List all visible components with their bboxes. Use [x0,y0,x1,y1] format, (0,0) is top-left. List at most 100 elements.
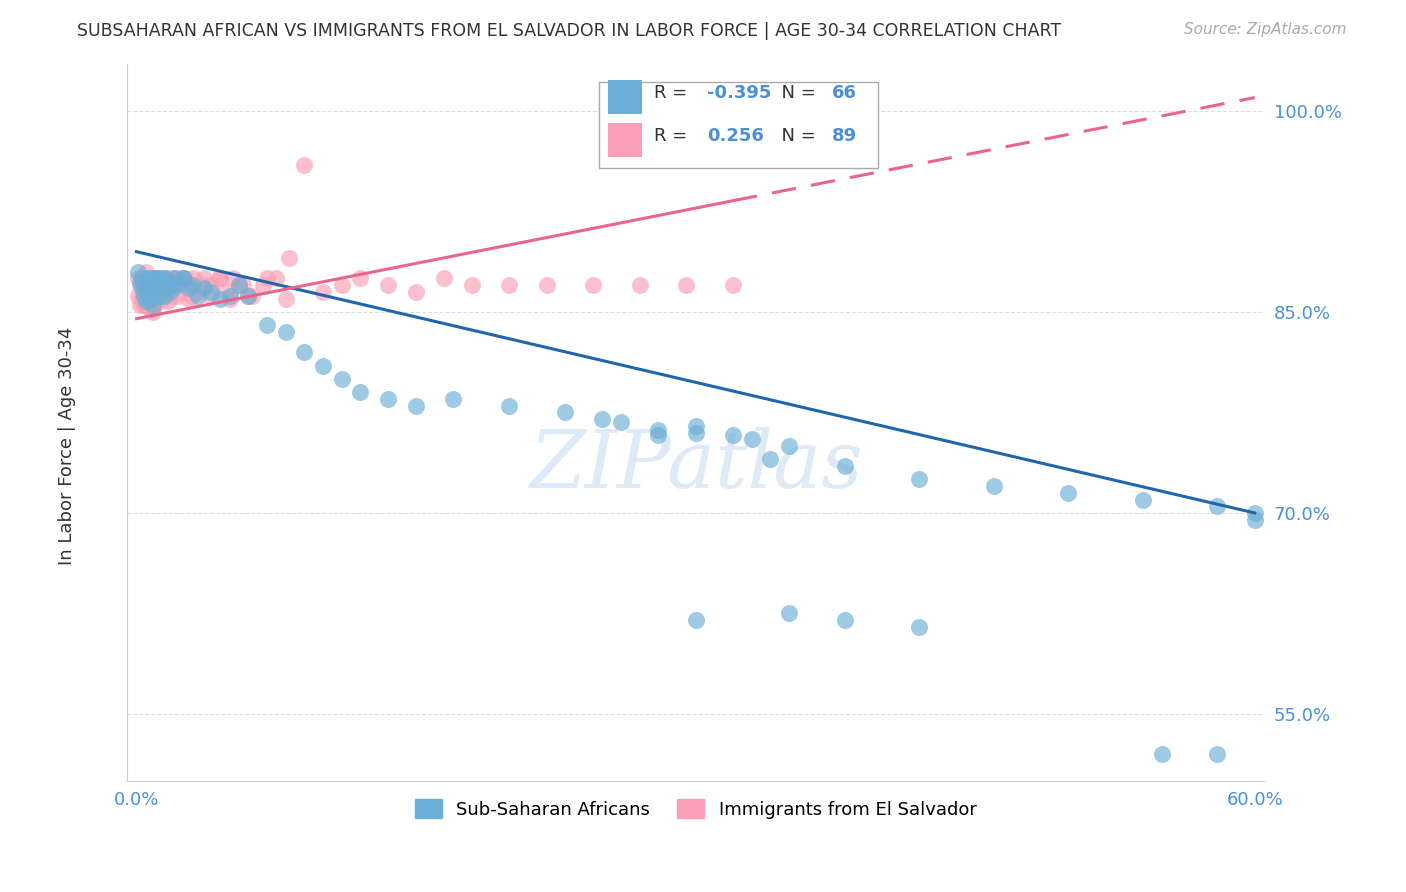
Point [582,278,605,293]
Point [218,292,240,306]
Point [160,289,183,303]
Point [152,278,174,293]
Point [312,359,335,373]
Point [1243,513,1265,527]
Point [142,302,165,317]
Point [610,415,633,429]
Point [132,278,155,293]
Point [1206,747,1229,762]
Point [498,399,520,413]
Point [141,278,163,293]
Point [834,459,856,474]
Point [135,298,157,312]
Point [138,302,160,317]
Point [141,285,163,299]
Point [215,285,238,299]
Point [983,479,1005,493]
Point [834,613,856,627]
Point [193,271,215,285]
Point [163,278,186,293]
Point [146,271,169,285]
Point [461,278,484,293]
Point [138,271,160,285]
Point [228,278,250,293]
Point [152,278,174,293]
Point [209,271,232,285]
Point [136,271,159,285]
Point [1206,500,1229,514]
Point [131,271,153,285]
Point [159,278,181,293]
Point [908,473,931,487]
Point [152,278,174,293]
Point [741,432,763,446]
Point [433,271,456,285]
Point [142,305,165,319]
Point [149,271,172,285]
Point [207,271,229,285]
Point [330,372,353,386]
Point [200,285,222,299]
Point [200,289,222,303]
Point [238,289,260,303]
Point [131,289,153,303]
Point [1057,486,1080,500]
Text: In Labor Force | Age 30-34: In Labor Force | Age 30-34 [59,326,76,566]
Point [292,345,315,359]
Point [143,271,166,285]
Text: 0.256: 0.256 [707,127,763,145]
Point [131,294,153,309]
Point [240,289,263,303]
Point [135,278,157,293]
Point [149,294,172,309]
Point [149,271,172,285]
Point [312,285,335,299]
Point [187,289,209,303]
Point [405,285,427,299]
Point [222,271,245,285]
Point [647,428,669,442]
Point [129,276,152,290]
Point [159,285,181,299]
Point [908,620,931,634]
Point [149,289,172,303]
Point [174,271,197,285]
Point [141,278,163,293]
Point [136,285,159,299]
Point [778,607,800,621]
Point [181,289,204,303]
Point [228,278,250,293]
Point [136,289,159,303]
Point [685,418,707,433]
Point [274,292,297,306]
Point [159,278,181,293]
Point [136,271,159,285]
Point [177,292,200,306]
Point [349,271,371,285]
Point [148,278,170,293]
Text: R =: R = [654,127,693,145]
Point [278,252,301,266]
Point [157,294,180,309]
Point [153,285,176,299]
Point [142,285,165,299]
Point [177,281,200,295]
Point [200,278,222,293]
Point [159,276,181,290]
Point [138,292,160,306]
Point [218,289,240,303]
Legend: Sub-Saharan Africans, Immigrants from El Salvador: Sub-Saharan Africans, Immigrants from El… [408,792,984,826]
Point [131,281,153,295]
Point [146,285,169,299]
Point [132,278,155,293]
Text: Source: ZipAtlas.com: Source: ZipAtlas.com [1184,22,1347,37]
Point [685,613,707,627]
Point [292,157,315,171]
Point [190,278,212,293]
Point [132,298,155,312]
Point [441,392,464,406]
Point [153,289,176,303]
Point [778,439,800,453]
Point [187,285,209,299]
Point [172,271,194,285]
